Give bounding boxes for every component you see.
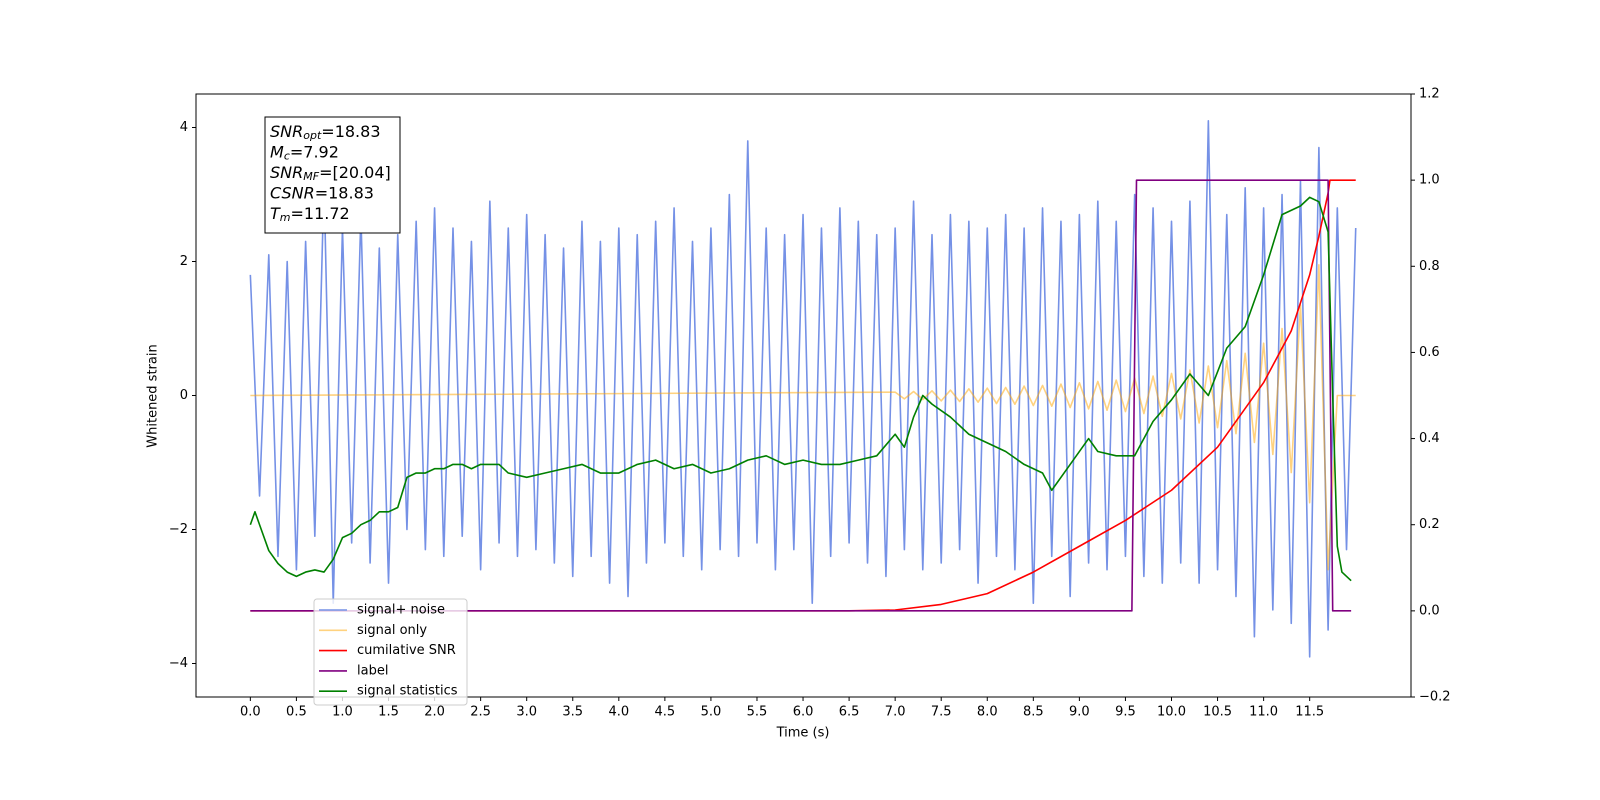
series-line xyxy=(250,179,1356,612)
y2-tick-label: 0.8 xyxy=(1419,259,1440,274)
annotation-subscript: c xyxy=(284,150,290,163)
y2-tick-label: 0.4 xyxy=(1419,431,1440,446)
series-line xyxy=(249,120,1357,658)
y-tick-label: −4 xyxy=(169,656,188,671)
x-tick-label: 5.5 xyxy=(747,705,768,720)
x-tick-label: 8.0 xyxy=(977,705,998,720)
legend-label: signal only xyxy=(357,623,427,638)
x-tick-label: 2.0 xyxy=(424,705,445,720)
annotation-line: Tm=11.72 xyxy=(270,204,350,225)
y-tick-label: 2 xyxy=(180,254,188,269)
y2-tick-label: 0.6 xyxy=(1419,345,1440,360)
annotation-line: Mc=7.92 xyxy=(270,142,339,163)
x-tick-label: 0.5 xyxy=(286,705,307,720)
x-tick-label: 6.5 xyxy=(839,705,860,720)
x-tick-label: 7.5 xyxy=(931,705,952,720)
x-tick-label: 4.0 xyxy=(608,705,629,720)
annotation-value: =11.72 xyxy=(291,204,350,223)
y2-tick-label: 1.2 xyxy=(1419,87,1440,102)
x-tick-label: 4.5 xyxy=(655,705,676,720)
series-line xyxy=(249,196,1352,582)
annotation-symbol: SNR xyxy=(270,122,303,141)
y2-tick-label: −0.2 xyxy=(1419,690,1451,705)
annotation-value: =7.92 xyxy=(290,142,339,161)
annotation-line: CSNR=18.83 xyxy=(270,183,374,202)
y2-tick-label: 1.0 xyxy=(1419,173,1440,188)
x-tick-label: 2.5 xyxy=(470,705,491,720)
annotation-value: =18.83 xyxy=(315,183,374,202)
annotation-symbol: T xyxy=(270,204,281,223)
x-tick-label: 8.5 xyxy=(1023,705,1044,720)
x-tick-label: 11.0 xyxy=(1249,705,1278,720)
annotation-subscript: MF xyxy=(303,170,319,183)
x-tick-label: 3.5 xyxy=(562,705,583,720)
x-tick-label: 1.0 xyxy=(332,705,353,720)
series-line xyxy=(250,179,1352,612)
annotation-value: =[20.04] xyxy=(319,163,391,182)
annotation-line: SNRopt=18.83 xyxy=(270,122,381,143)
legend-label: cumilative SNR xyxy=(357,643,456,658)
x-tick-label: 1.5 xyxy=(378,705,399,720)
annotation-symbol: SNR xyxy=(270,163,303,182)
y-tick-label: 0 xyxy=(180,388,188,403)
x-tick-label: 11.5 xyxy=(1295,705,1324,720)
annotation-line: SNRMF=[20.04] xyxy=(270,163,391,184)
series-line xyxy=(250,264,1356,571)
y2-tick-label: 0.2 xyxy=(1419,517,1440,532)
x-tick-label: 7.0 xyxy=(885,705,906,720)
y2-tick-label: 0.0 xyxy=(1419,603,1440,618)
x-tick-label: 9.0 xyxy=(1069,705,1090,720)
y-tick-label: −2 xyxy=(169,522,188,537)
annotation-value: =18.83 xyxy=(321,122,380,141)
x-axis-label: Time (s) xyxy=(776,726,830,741)
x-tick-label: 9.5 xyxy=(1115,705,1136,720)
annotation-subscript: m xyxy=(280,211,291,224)
annotation-box xyxy=(264,116,401,234)
x-tick-label: 10.5 xyxy=(1203,705,1232,720)
legend-box xyxy=(313,598,468,706)
x-tick-label: 5.0 xyxy=(701,705,722,720)
legend-label: signal statistics xyxy=(357,684,458,699)
legend-label: label xyxy=(357,663,388,678)
x-tick-label: 0.0 xyxy=(240,705,261,720)
y-tick-label: 4 xyxy=(180,120,188,135)
x-tick-label: 6.0 xyxy=(793,705,814,720)
annotation-symbol: M xyxy=(270,142,284,161)
legend-label: signal+ noise xyxy=(357,603,445,618)
y-axis-label: Whitened strain xyxy=(146,344,161,447)
x-tick-label: 3.0 xyxy=(516,705,537,720)
annotation-symbol: CSNR xyxy=(270,183,315,202)
annotation-subscript: opt xyxy=(303,129,322,142)
x-tick-label: 10.0 xyxy=(1157,705,1186,720)
plot-area xyxy=(249,120,1357,658)
